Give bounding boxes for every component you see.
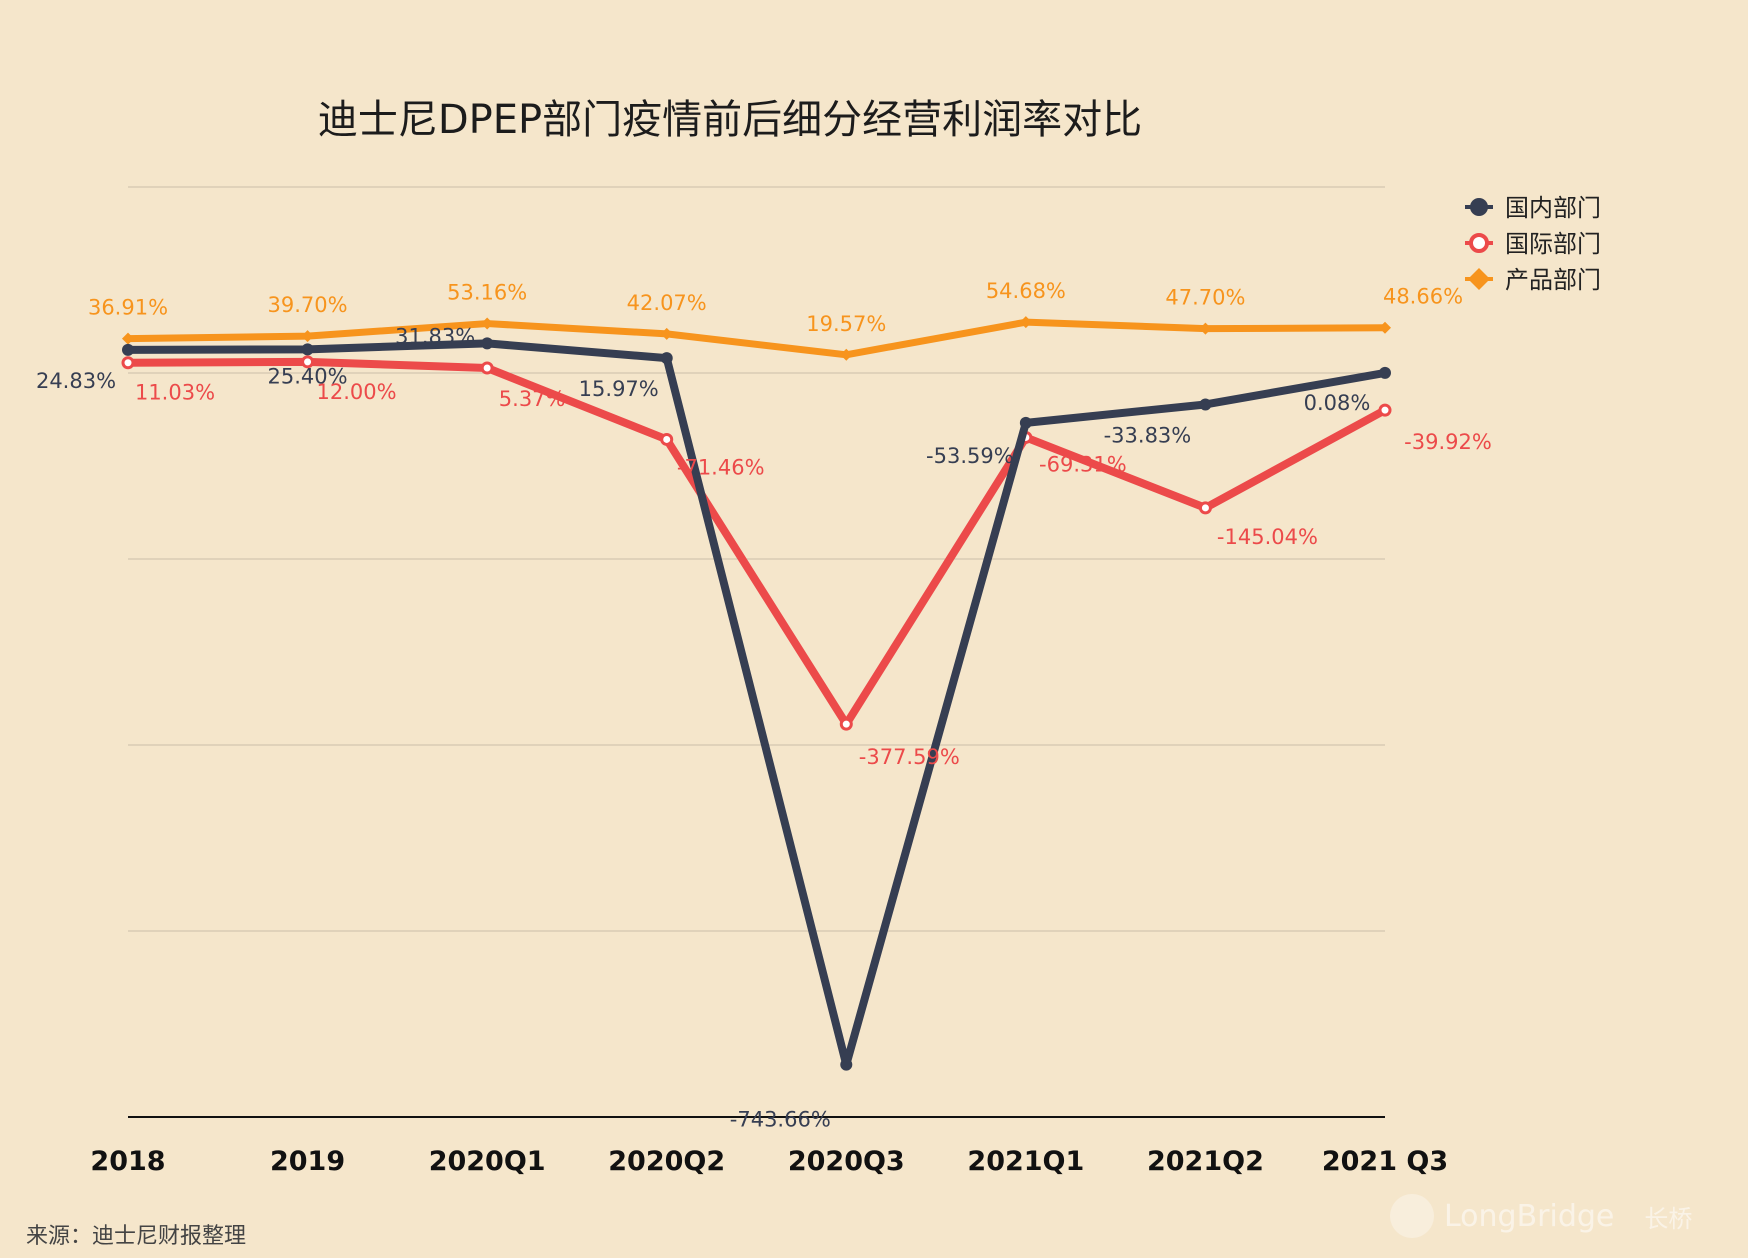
- data-point: [480, 361, 494, 375]
- data-label: 47.70%: [1165, 286, 1245, 310]
- data-label: 39.70%: [268, 293, 348, 317]
- x-tick-label: 2019: [270, 1146, 345, 1177]
- watermark: LongBridge 长桥: [1390, 1194, 1692, 1238]
- chart-title: 迪士尼DPEP部门疫情前后细分经营利润率对比: [318, 97, 1142, 143]
- data-point: [122, 332, 134, 345]
- legend-label: 国内部门: [1505, 194, 1601, 222]
- data-label: 12.00%: [317, 380, 397, 404]
- data-point: [1198, 501, 1212, 515]
- data-label: -743.66%: [730, 1108, 831, 1132]
- data-label: -71.46%: [677, 455, 765, 479]
- data-label: -377.59%: [859, 745, 960, 769]
- data-label: -145.04%: [1217, 525, 1318, 549]
- series-line-国际部门: [124, 357, 1389, 729]
- data-point: [481, 317, 494, 330]
- legend-marker: [1469, 233, 1489, 253]
- x-tick-label: 2018: [90, 1146, 165, 1177]
- x-tick-label: 2020Q2: [608, 1146, 725, 1177]
- data-label: 53.16%: [447, 281, 527, 305]
- legend-marker: [1468, 268, 1490, 290]
- data-label: 11.03%: [135, 381, 215, 405]
- x-axis-ticks: 2018 2019 2020Q1 2020Q2 2020Q3 2021Q1 2021Q2 20…: [90, 1146, 1448, 1177]
- data-label: -39.92%: [1404, 430, 1492, 454]
- x-tick-label: 2021Q2: [1147, 1146, 1264, 1177]
- watermark-brand: LongBridge: [1444, 1198, 1615, 1234]
- gridlines: [128, 186, 1385, 1118]
- data-point: [1199, 322, 1212, 335]
- data-label: 31.83%: [395, 324, 475, 348]
- data-label: 24.83%: [36, 369, 116, 393]
- data-point: [481, 337, 494, 350]
- legend-marker: [1470, 198, 1488, 216]
- data-label: 15.97%: [579, 377, 659, 401]
- data-point: [839, 717, 853, 731]
- data-label: 0.08%: [1304, 391, 1371, 415]
- data-point: [1019, 316, 1032, 329]
- data-point: [301, 330, 314, 343]
- data-label: -53.59%: [926, 444, 1014, 468]
- data-point: [1379, 321, 1391, 334]
- data-label: 5.37%: [499, 387, 566, 411]
- data-label: 36.91%: [88, 296, 168, 320]
- series-line-产品部门: [124, 318, 1389, 359]
- data-point: [1379, 366, 1391, 379]
- data-label: -33.83%: [1104, 423, 1192, 447]
- x-tick-label: 2021 Q3: [1322, 1146, 1448, 1177]
- data-label: -69.31%: [1039, 452, 1127, 476]
- legend-label: 产品部门: [1505, 266, 1601, 294]
- data-point: [660, 352, 673, 365]
- x-tick-label: 2020Q3: [788, 1146, 905, 1177]
- data-point: [1378, 403, 1392, 417]
- legend-label: 国际部门: [1505, 230, 1601, 258]
- data-label: 19.57%: [806, 312, 886, 336]
- data-point: [840, 348, 853, 361]
- data-label: 54.68%: [986, 279, 1066, 303]
- data-point: [301, 355, 315, 369]
- watermark-sub: 长桥: [1644, 1204, 1693, 1233]
- data-point: [301, 343, 314, 356]
- series-line-国内部门: [124, 339, 1389, 1069]
- longbridge-logo-icon: [1390, 1194, 1434, 1238]
- data-labels: 24.83% 25.40% 31.83% 15.97% -743.66% -53.59% -…: [36, 279, 1492, 1131]
- data-label: 42.07%: [627, 291, 707, 315]
- data-point: [1019, 416, 1032, 429]
- data-point: [660, 327, 673, 340]
- source-note: 来源：迪士尼财报整理: [26, 1224, 247, 1249]
- data-label: 48.66%: [1383, 285, 1463, 309]
- data-label: 25.40%: [268, 364, 348, 388]
- data-point: [1199, 398, 1212, 411]
- data-point: [121, 356, 135, 370]
- x-tick-label: 2020Q1: [429, 1146, 546, 1177]
- series-layer: [121, 316, 1392, 1071]
- data-point: [122, 343, 134, 356]
- data-point: [660, 432, 674, 446]
- x-tick-label: 2021Q1: [967, 1146, 1084, 1177]
- data-point: [840, 1058, 853, 1071]
